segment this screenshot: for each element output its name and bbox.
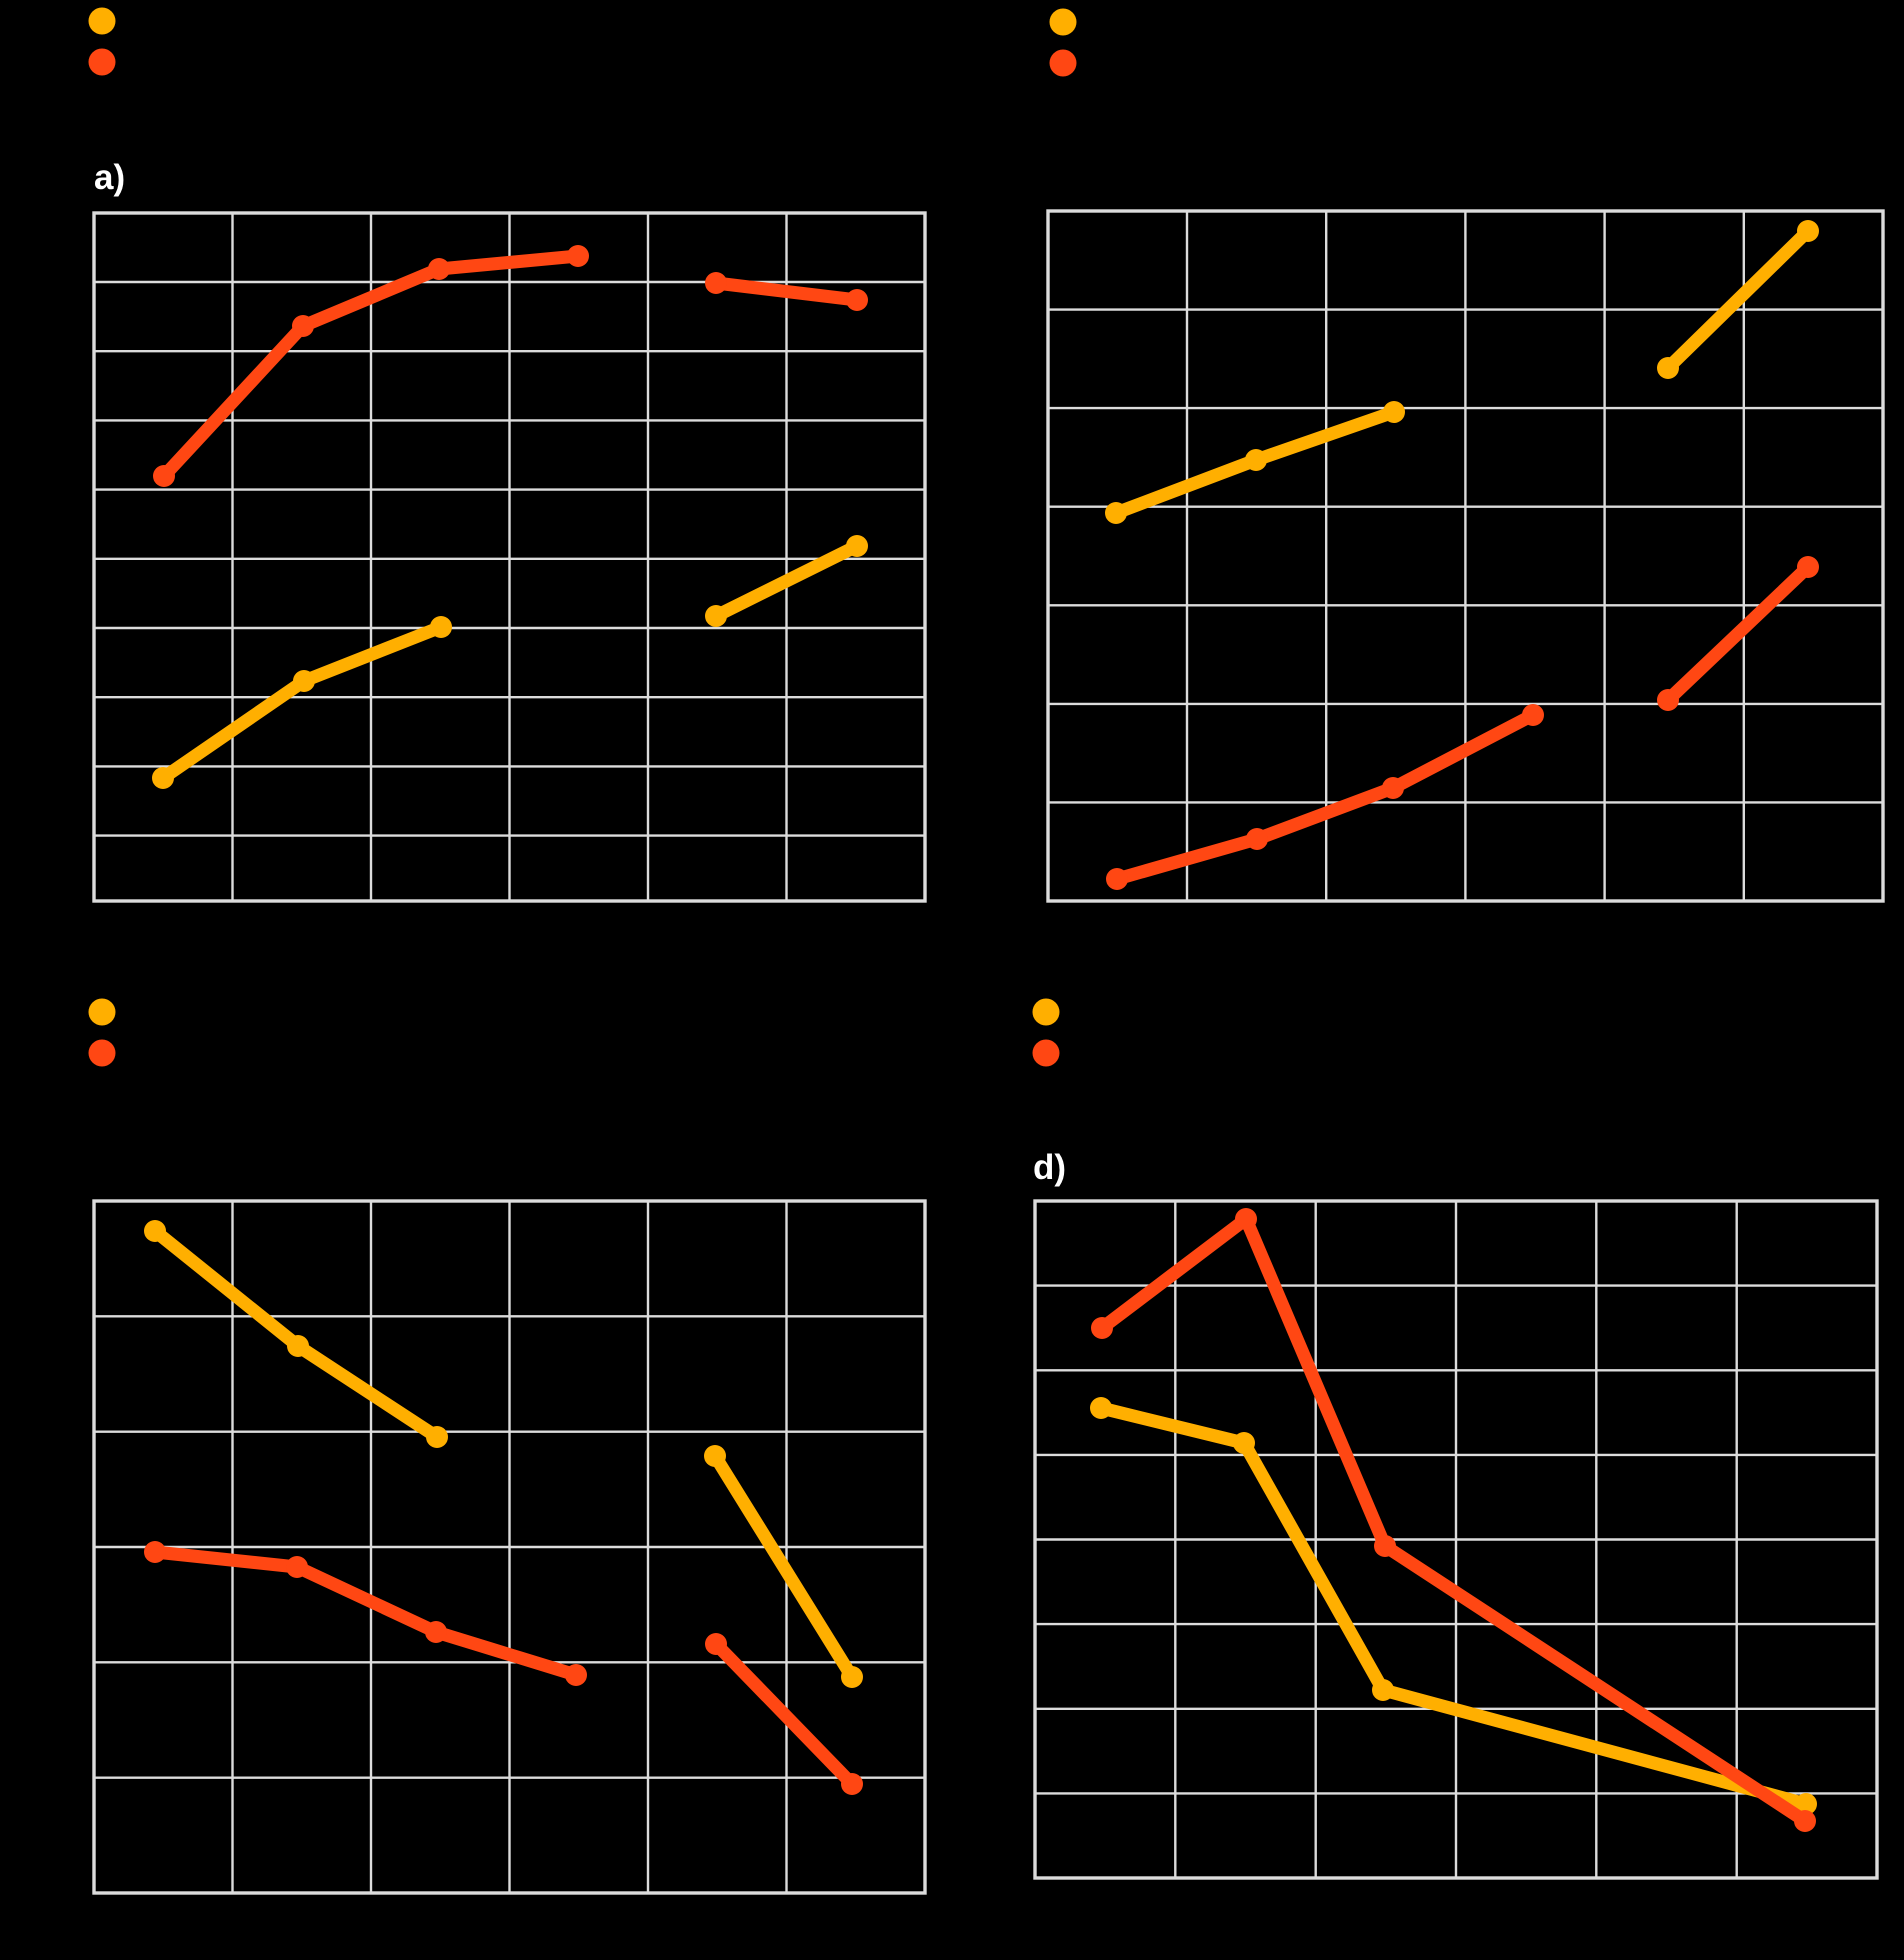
chart-c-legend-swatch-yellow — [88, 998, 116, 1026]
chart-c-legend-swatch-red — [88, 1039, 116, 1067]
chart-d-yellow-series-point-0-0 — [1090, 1397, 1112, 1419]
chart-b-red-series-segment-1 — [1661, 560, 1815, 707]
panel-label-d: d) — [1033, 1148, 1067, 1187]
chart-c-yellow-series-point-1-0 — [704, 1445, 726, 1467]
chart-d-yellow-series-point-0-1 — [1233, 1432, 1255, 1454]
chart-a-red-series-segment-1 — [709, 276, 864, 307]
chart-a-red-series-point-1-0 — [705, 272, 727, 294]
chart-a-yellow-series-point-0-2 — [430, 616, 452, 638]
chart-c-red-series-point-0-0 — [144, 1541, 166, 1563]
chart-a-legend-swatch-red — [88, 48, 116, 76]
chart-d-red-series-point-0-3 — [1794, 1810, 1816, 1832]
chart-b-legend-swatch-red — [1049, 49, 1077, 77]
chart-b-red-series-point-0-0 — [1106, 868, 1128, 890]
chart-c-red-series-segment-0 — [148, 1545, 583, 1682]
chart-d-red-series-point-0-0 — [1091, 1317, 1113, 1339]
chart-c-yellow-series-segment-1 — [708, 1449, 859, 1684]
chart-b-red-series-point-0-3 — [1522, 704, 1544, 726]
chart-d-legend-swatch-red — [1032, 1039, 1060, 1067]
chart-a-red-series-point-0-1 — [292, 315, 314, 337]
chart-b-red-series-point-0-2 — [1382, 777, 1404, 799]
chart-c-red-series-point-0-1 — [286, 1556, 308, 1578]
chart-a-red-series-point-1-1 — [846, 289, 868, 311]
panel-label-a: a) — [94, 158, 126, 197]
chart-d-plot-border — [1033, 1199, 1879, 1880]
chart-b-yellow-series-segment-1 — [1661, 224, 1815, 375]
chart-c-red-series-point-1-0 — [705, 1633, 727, 1655]
chart-a-yellow-series-point-0-1 — [293, 670, 315, 692]
chart-c-yellow-series-point-1-1 — [841, 1666, 863, 1688]
chart-b-red-series-point-0-1 — [1246, 828, 1268, 850]
chart-c-red-series-point-0-3 — [565, 1664, 587, 1686]
chart-a-plot-border — [92, 211, 927, 903]
chart-b-red-series-point-1-0 — [1657, 689, 1679, 711]
chart-c-red-series-point-1-1 — [841, 1773, 863, 1795]
chart-c-yellow-series-point-0-1 — [287, 1335, 309, 1357]
chart-b-yellow-series-point-0-0 — [1105, 502, 1127, 524]
chart-a-legend-swatch-yellow — [88, 7, 116, 35]
chart-d-legend-swatch-yellow — [1032, 998, 1060, 1026]
chart-a-red-series-point-0-2 — [428, 258, 450, 280]
chart-a-yellow-series-point-1-0 — [705, 605, 727, 627]
chart-c-yellow-series-point-0-0 — [144, 1220, 166, 1242]
chart-b-legend-swatch-yellow — [1049, 8, 1077, 36]
chart-d-yellow-series-point-0-2 — [1372, 1679, 1394, 1701]
chart-d-red-series-segment-0 — [1095, 1212, 1812, 1828]
chart-b-yellow-series-point-0-1 — [1245, 449, 1267, 471]
chart-d-red-series-point-0-2 — [1374, 1535, 1396, 1557]
chart-a-yellow-series-segment-0 — [156, 620, 448, 785]
chart-c-red-series-segment-1 — [709, 1637, 859, 1791]
chart-b-yellow-series-point-0-2 — [1383, 401, 1405, 423]
chart-a-red-series-segment-0 — [157, 249, 585, 483]
chart-c-yellow-series-segment-0 — [148, 1224, 444, 1444]
chart-a-yellow-series-point-1-1 — [846, 535, 868, 557]
chart-a-red-series-point-0-0 — [153, 465, 175, 487]
chart-d-red-series-point-0-1 — [1235, 1208, 1257, 1230]
chart-a-yellow-series-point-0-0 — [152, 767, 174, 789]
chart-c-plot-border — [92, 1199, 927, 1895]
chart-a-yellow-series-segment-1 — [709, 539, 864, 623]
chart-d-yellow-series-segment-0 — [1094, 1401, 1813, 1811]
chart-b-yellow-series-point-1-1 — [1797, 220, 1819, 242]
chart-a-red-series-point-0-3 — [567, 245, 589, 267]
chart-d-yellow-series-point-0-3 — [1795, 1793, 1817, 1815]
chart-c-yellow-series-point-0-2 — [426, 1426, 448, 1448]
chart-c-red-series-point-0-2 — [425, 1621, 447, 1643]
chart-b-red-series-point-1-1 — [1797, 556, 1819, 578]
chart-b-plot-border — [1046, 209, 1885, 903]
chart-b-red-series-segment-0 — [1110, 708, 1540, 886]
chart-b-yellow-series-point-1-0 — [1657, 357, 1679, 379]
